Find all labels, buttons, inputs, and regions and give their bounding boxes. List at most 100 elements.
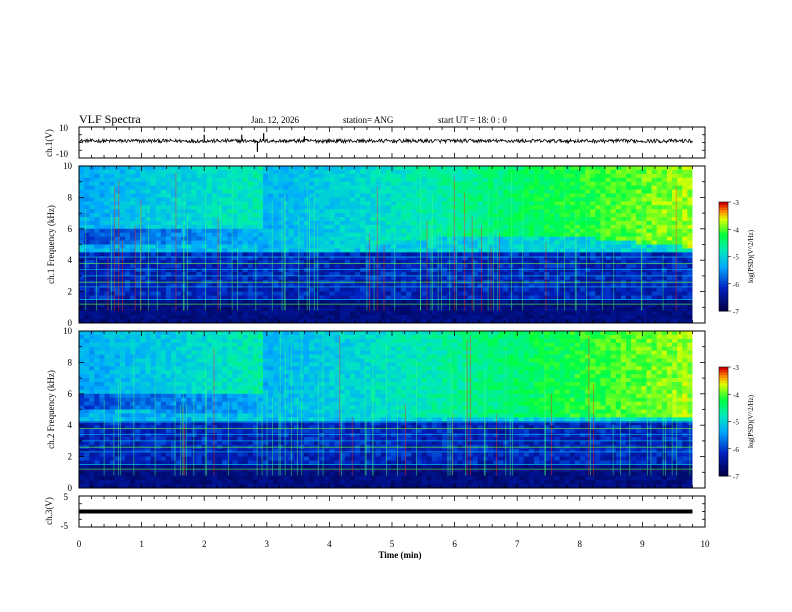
ch1-spectrogram-cell [585,311,591,316]
ch1-spectrogram-cell [222,197,228,202]
ch1-spectrogram-cell [365,197,371,202]
ch1-spectrogram-cell [288,303,295,308]
ch1-spectrogram-cell [605,197,612,202]
ch1-spectrogram-cell [487,220,494,226]
ch1-spectrogram-cell [426,299,433,304]
ch1-spectrogram-cell [303,197,310,202]
ch1-spectrogram-cell [620,224,627,230]
ch1-spectrogram-cell [155,201,162,206]
ch1-spectrogram-cell [462,232,468,238]
ch1-spectrogram-cell [426,271,433,277]
ch1-spectrogram-cell [99,315,105,320]
ch1-spectrogram-cell [125,299,131,304]
ch1-spectrogram-cell [273,228,279,234]
ch1-spectrogram-cell [227,291,233,296]
ch1-spectrogram-cell [329,240,336,245]
ch1-spectrogram-cell [155,209,162,214]
ch1-spectrogram-cell [278,193,284,198]
ch1-spectrogram-cell [672,201,678,206]
ch1-spectrogram-cell [646,173,652,179]
ch1-spectrogram-cell [580,201,586,206]
ch1-spectrogram-cell [626,209,632,214]
ch1-spectrogram-cell [559,295,566,300]
ch1-spectrogram-cell [620,275,627,281]
ch1-spectrogram-cell [523,252,530,257]
ch1-spectrogram-cell [431,248,438,253]
ch1-spectrogram-cell [631,189,637,194]
ch1-spectrogram-cell [580,220,586,226]
ch1-spectrogram-cell [268,307,274,312]
ch1-spectrogram-cell [237,275,243,281]
ch1-spectrogram-cell [232,307,238,312]
ch1-spectrogram-cell [534,248,540,253]
ch1-spectrogram-cell [426,205,433,210]
ch1-spectrogram-cell [303,201,310,206]
ch1-spectrogram-cell [360,275,366,281]
ch1-spectrogram-cell [171,287,177,293]
ch1-spectrogram-cell [564,169,571,175]
ch1-spectrogram-cell [585,248,591,253]
ch1-spectrogram-cell [339,315,346,320]
ch1-spectrogram-cell [452,181,458,187]
ch1-spectrogram-cell [355,181,361,187]
ch1-spectrogram-cell [677,209,683,214]
ch1-spectrogram-cell [84,181,90,187]
ch1-spectrogram-cell [462,185,468,190]
ch1-spectrogram-cell [646,283,652,289]
ch1-spectrogram-cell [232,220,238,226]
ch1-spectrogram-cell [314,287,320,293]
ch1-spectrogram-cell [360,205,366,210]
ch1-spectrogram-cell [528,287,535,293]
ch1-spectrogram-cell [349,201,356,206]
ch1-spectrogram-cell [554,189,560,194]
ch1-spectrogram-cell [237,291,243,296]
ch1-spectrogram-cell [600,271,606,277]
ch1-spectrogram-cell [554,240,560,245]
ch1-spectrogram-cell [539,307,545,312]
ch1-spectrogram-cell [523,319,530,324]
ch1-spectrogram-cell [646,217,652,222]
ch1-spectrogram-cell [84,166,90,171]
ch1-spectrogram-cell [349,287,356,293]
ch1-spectrogram-cell [196,213,203,218]
ch1-spectrogram-cell [544,311,550,316]
ch1-spectrogram-cell [569,181,576,187]
ch1-spectrogram-cell [165,275,172,281]
ch1-spectrogram-cell [84,283,90,289]
ch1-spectrogram-cell [89,248,95,253]
ch1-spectrogram-cell [114,256,121,261]
ch1-spectrogram-cell [283,232,289,238]
ch1-spectrogram-cell [278,252,284,257]
ch1-spectrogram-cell [324,197,330,202]
ch1-spectrogram-cell [319,193,325,198]
ch1-spectrogram-cell [508,185,514,190]
ch1-spectrogram-cell [217,315,223,320]
ch1-spectrogram-cell [252,189,259,194]
ch1-spectrogram-cell [585,224,591,230]
ch1-spectrogram-cell [84,275,90,281]
ch1-spectrogram-cell [309,201,315,206]
ch1-spectrogram-cell [360,224,366,230]
ch1-spectrogram-cell [135,268,141,273]
ch1-spectrogram-cell [661,177,668,183]
ch1-spectrogram-cell [339,264,346,269]
ch1-spectrogram-cell [319,252,325,257]
ch1-spectrogram-cell [523,197,530,202]
ch1-spectrogram-cell [155,315,162,320]
ch1-spectrogram-cell [155,299,162,304]
ch1-spectrogram-cell [457,268,463,273]
ch1-spectrogram-cell [462,209,468,214]
ch1-spectrogram-cell [171,232,177,238]
ch1-spectrogram-cell [518,220,525,226]
ch1-spectrogram-cell [176,268,182,273]
ch1-spectrogram-cell [452,220,458,226]
ch1-spectrogram-cell [140,240,146,245]
ch1-spectrogram-cell [217,232,223,238]
ch1-spectrogram-cell [539,197,545,202]
ch1-spectrogram-cell [626,169,632,175]
ch1-spectrogram-cell [626,307,632,312]
ch1-spectrogram-cell [544,275,550,281]
ch1-spectrogram-cell [477,275,484,281]
ch1-spectrogram-cell [380,252,387,257]
ch1-spectrogram-cell [631,303,637,308]
